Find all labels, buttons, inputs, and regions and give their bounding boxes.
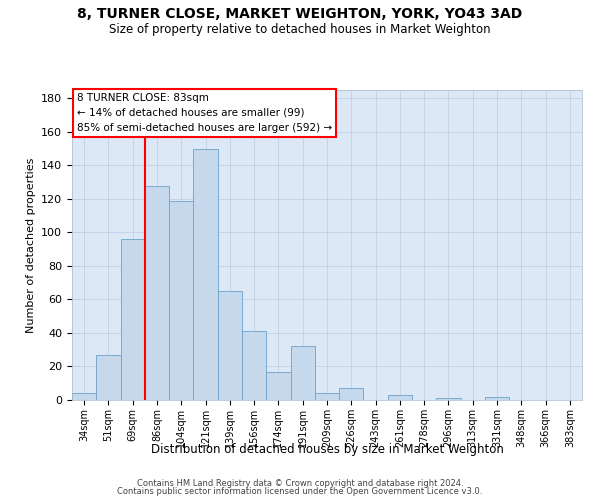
- Bar: [218, 291, 242, 400]
- Bar: [169, 200, 193, 400]
- Bar: [339, 388, 364, 400]
- Bar: [485, 396, 509, 400]
- Bar: [193, 148, 218, 400]
- Text: 8 TURNER CLOSE: 83sqm
← 14% of detached houses are smaller (99)
85% of semi-deta: 8 TURNER CLOSE: 83sqm ← 14% of detached …: [77, 93, 332, 132]
- Text: 8, TURNER CLOSE, MARKET WEIGHTON, YORK, YO43 3AD: 8, TURNER CLOSE, MARKET WEIGHTON, YORK, …: [77, 8, 523, 22]
- Bar: [388, 395, 412, 400]
- Bar: [290, 346, 315, 400]
- Bar: [72, 394, 96, 400]
- Text: Contains HM Land Registry data © Crown copyright and database right 2024.: Contains HM Land Registry data © Crown c…: [137, 478, 463, 488]
- Bar: [266, 372, 290, 400]
- Bar: [145, 186, 169, 400]
- Bar: [121, 239, 145, 400]
- Bar: [242, 332, 266, 400]
- Bar: [96, 355, 121, 400]
- Text: Distribution of detached houses by size in Market Weighton: Distribution of detached houses by size …: [151, 442, 503, 456]
- Text: Size of property relative to detached houses in Market Weighton: Size of property relative to detached ho…: [109, 22, 491, 36]
- Bar: [436, 398, 461, 400]
- Text: Contains public sector information licensed under the Open Government Licence v3: Contains public sector information licen…: [118, 487, 482, 496]
- Y-axis label: Number of detached properties: Number of detached properties: [26, 158, 35, 332]
- Bar: [315, 394, 339, 400]
